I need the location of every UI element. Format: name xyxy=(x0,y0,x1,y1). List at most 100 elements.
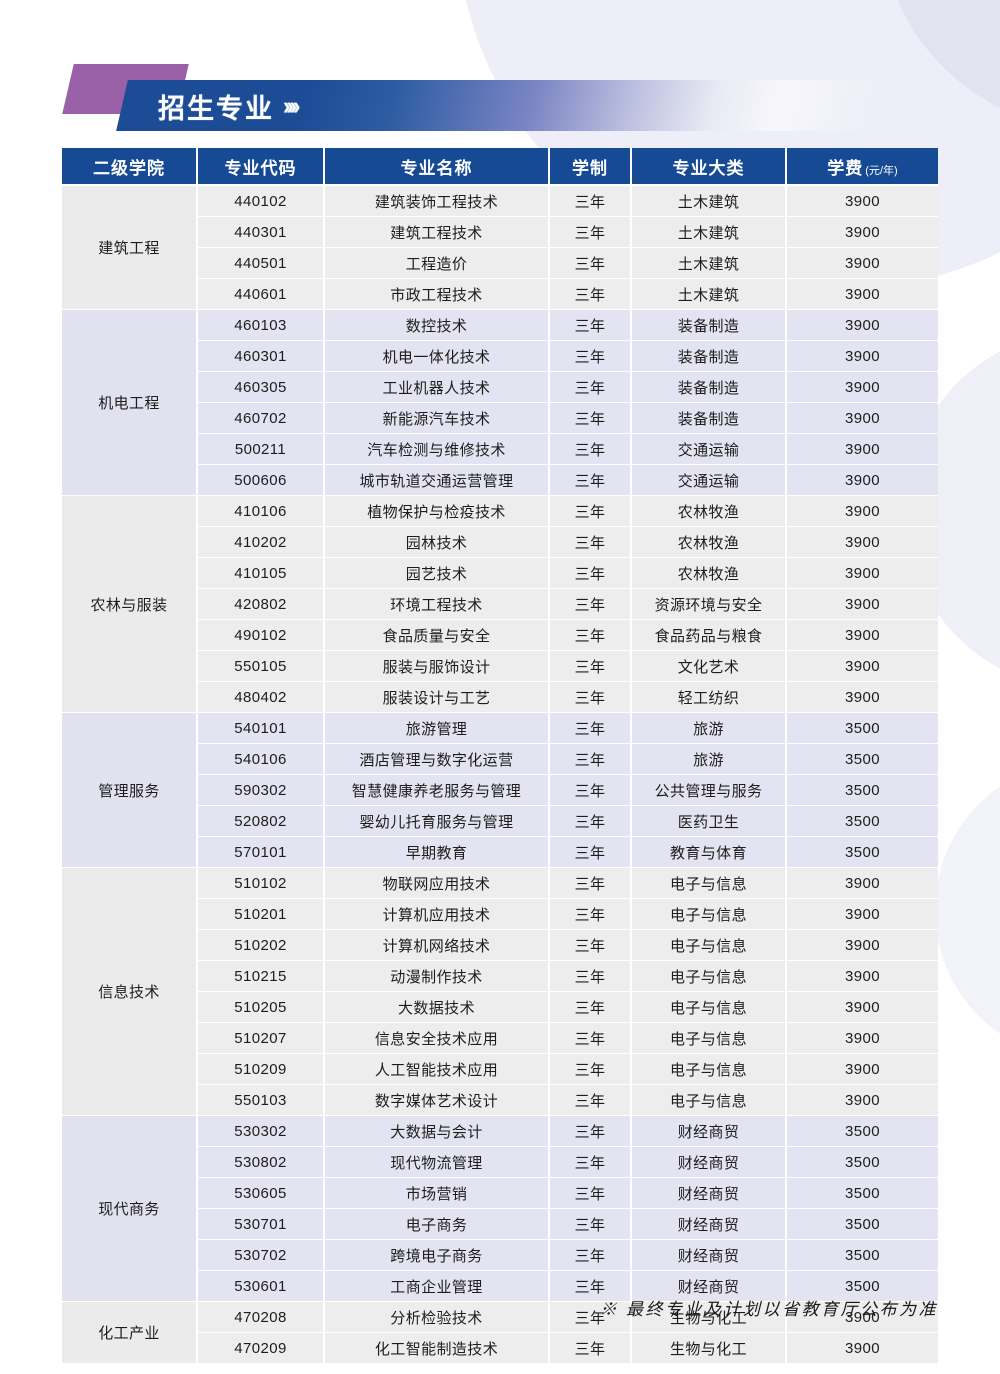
major-name-cell: 数字媒体艺术设计 xyxy=(325,1085,550,1116)
major-code-cell: 550103 xyxy=(198,1085,325,1116)
major-code-cell: 440102 xyxy=(198,186,325,217)
fee-cell: 3900 xyxy=(787,558,938,589)
fee-cell: 3900 xyxy=(787,1302,938,1333)
table-row: 510207 信息安全技术应用 三年 电子与信息 3900 xyxy=(62,1023,938,1054)
table-row: 510205 大数据技术 三年 电子与信息 3900 xyxy=(62,992,938,1023)
category-cell: 装备制造 xyxy=(632,403,787,434)
duration-cell: 三年 xyxy=(550,1240,632,1271)
category-cell: 装备制造 xyxy=(632,310,787,341)
major-name-cell: 城市轨道交通运营管理 xyxy=(325,465,550,496)
category-cell: 电子与信息 xyxy=(632,1054,787,1085)
table-row: 490102 食品质量与安全 三年 食品药品与粮食 3900 xyxy=(62,620,938,651)
fee-cell: 3900 xyxy=(787,1054,938,1085)
duration-cell: 三年 xyxy=(550,899,632,930)
major-code-cell: 510102 xyxy=(198,868,325,899)
college-group-cell: 化工产业 xyxy=(62,1302,198,1364)
major-code-cell: 510207 xyxy=(198,1023,325,1054)
category-cell: 交通运输 xyxy=(632,434,787,465)
major-code-cell: 410106 xyxy=(198,496,325,527)
major-code-cell: 460103 xyxy=(198,310,325,341)
table-row: 480402 服装设计与工艺 三年 轻工纺织 3900 xyxy=(62,682,938,713)
table-row: 农林与服装 410106 植物保护与检疫技术 三年 农林牧渔 3900 xyxy=(62,496,938,713)
table-body: 建筑工程 440102 建筑装饰工程技术 三年 土木建筑 3900 440301 建筑工程技术… xyxy=(62,186,938,1364)
category-cell: 财经商贸 xyxy=(632,1240,787,1271)
category-cell: 旅游 xyxy=(632,744,787,775)
major-code-cell: 410202 xyxy=(198,527,325,558)
major-name-cell: 计算机网络技术 xyxy=(325,930,550,961)
table-row: 410202 园林技术 三年 农林牧渔 3900 xyxy=(62,527,938,558)
table-row: 现代商务 530302 大数据与会计 三年 财经商贸 3500 xyxy=(62,1116,938,1302)
table-row: 500606 城市轨道交通运营管理 三年 交通运输 3900 xyxy=(62,465,938,496)
column-header-college: 二级学院 xyxy=(62,148,198,186)
duration-cell: 三年 xyxy=(550,527,632,558)
category-cell: 电子与信息 xyxy=(632,899,787,930)
major-code-cell: 440501 xyxy=(198,248,325,279)
majors-table: 二级学院 专业代码 专业名称 学制 专业大类 学费 (元/年) 建筑工程 44010… xyxy=(62,148,938,1364)
category-cell: 农林牧渔 xyxy=(632,558,787,589)
major-code-cell: 540106 xyxy=(198,744,325,775)
duration-cell: 三年 xyxy=(550,744,632,775)
major-code-cell: 470209 xyxy=(198,1333,325,1364)
duration-cell: 三年 xyxy=(550,651,632,682)
fee-cell: 3900 xyxy=(787,589,938,620)
category-cell: 食品药品与粮食 xyxy=(632,620,787,651)
major-name-cell: 市政工程技术 xyxy=(325,279,550,310)
fee-cell: 3500 xyxy=(787,1240,938,1271)
fee-cell: 3500 xyxy=(787,775,938,806)
duration-cell: 三年 xyxy=(550,558,632,589)
category-cell: 交通运输 xyxy=(632,465,787,496)
table-row: 机电工程 460103 数控技术 三年 装备制造 3900 xyxy=(62,310,938,496)
fee-cell: 3900 xyxy=(787,961,938,992)
category-cell: 医药卫生 xyxy=(632,806,787,837)
category-cell: 文化艺术 xyxy=(632,651,787,682)
category-cell: 电子与信息 xyxy=(632,868,787,899)
category-cell: 电子与信息 xyxy=(632,1023,787,1054)
category-cell: 电子与信息 xyxy=(632,930,787,961)
major-name-cell: 园艺技术 xyxy=(325,558,550,589)
column-header-name: 专业名称 xyxy=(325,148,550,186)
banner-heading: 招生专业 ›››› xyxy=(158,86,300,126)
duration-cell: 三年 xyxy=(550,434,632,465)
fee-cell: 3500 xyxy=(787,806,938,837)
major-code-cell: 480402 xyxy=(198,682,325,713)
major-name-cell: 现代物流管理 xyxy=(325,1147,550,1178)
fee-cell: 3900 xyxy=(787,620,938,651)
major-name-cell: 化工智能制造技术 xyxy=(325,1333,550,1364)
major-name-cell: 园林技术 xyxy=(325,527,550,558)
college-group-cell: 建筑工程 xyxy=(62,186,198,310)
major-name-cell: 动漫制作技术 xyxy=(325,961,550,992)
fee-cell: 3900 xyxy=(787,310,938,341)
major-code-cell: 440301 xyxy=(198,217,325,248)
fee-cell: 3900 xyxy=(787,992,938,1023)
duration-cell: 三年 xyxy=(550,1333,632,1364)
decorative-circle-small xyxy=(935,760,1000,1060)
fee-cell: 3500 xyxy=(787,1147,938,1178)
duration-cell: 三年 xyxy=(550,1054,632,1085)
major-name-cell: 早期教育 xyxy=(325,837,550,868)
fee-cell: 3900 xyxy=(787,279,938,310)
major-name-cell: 计算机应用技术 xyxy=(325,899,550,930)
major-code-cell: 520802 xyxy=(198,806,325,837)
duration-cell: 三年 xyxy=(550,837,632,868)
fee-cell: 3900 xyxy=(787,372,938,403)
major-name-cell: 人工智能技术应用 xyxy=(325,1054,550,1085)
fee-cell: 3900 xyxy=(787,496,938,527)
major-name-cell: 机电一体化技术 xyxy=(325,341,550,372)
table-row: 440301 建筑工程技术 三年 土木建筑 3900 xyxy=(62,217,938,248)
table-row: 500211 汽车检测与维修技术 三年 交通运输 3900 xyxy=(62,434,938,465)
column-header-category: 专业大类 xyxy=(632,148,787,186)
major-name-cell: 电子商务 xyxy=(325,1209,550,1240)
category-cell: 旅游 xyxy=(632,713,787,744)
major-code-cell: 510201 xyxy=(198,899,325,930)
fee-cell: 3500 xyxy=(787,1116,938,1147)
table-header: 二级学院 专业代码 专业名称 学制 专业大类 学费 (元/年) xyxy=(62,148,938,186)
major-code-cell: 530702 xyxy=(198,1240,325,1271)
duration-cell: 三年 xyxy=(550,806,632,837)
major-name-cell: 环境工程技术 xyxy=(325,589,550,620)
table-row: 470209 化工智能制造技术 三年 生物与化工 3900 xyxy=(62,1333,938,1364)
category-cell: 电子与信息 xyxy=(632,992,787,1023)
major-code-cell: 540101 xyxy=(198,713,325,744)
category-cell: 轻工纺织 xyxy=(632,682,787,713)
major-name-cell: 分析检验技术 xyxy=(325,1302,550,1333)
major-code-cell: 510202 xyxy=(198,930,325,961)
